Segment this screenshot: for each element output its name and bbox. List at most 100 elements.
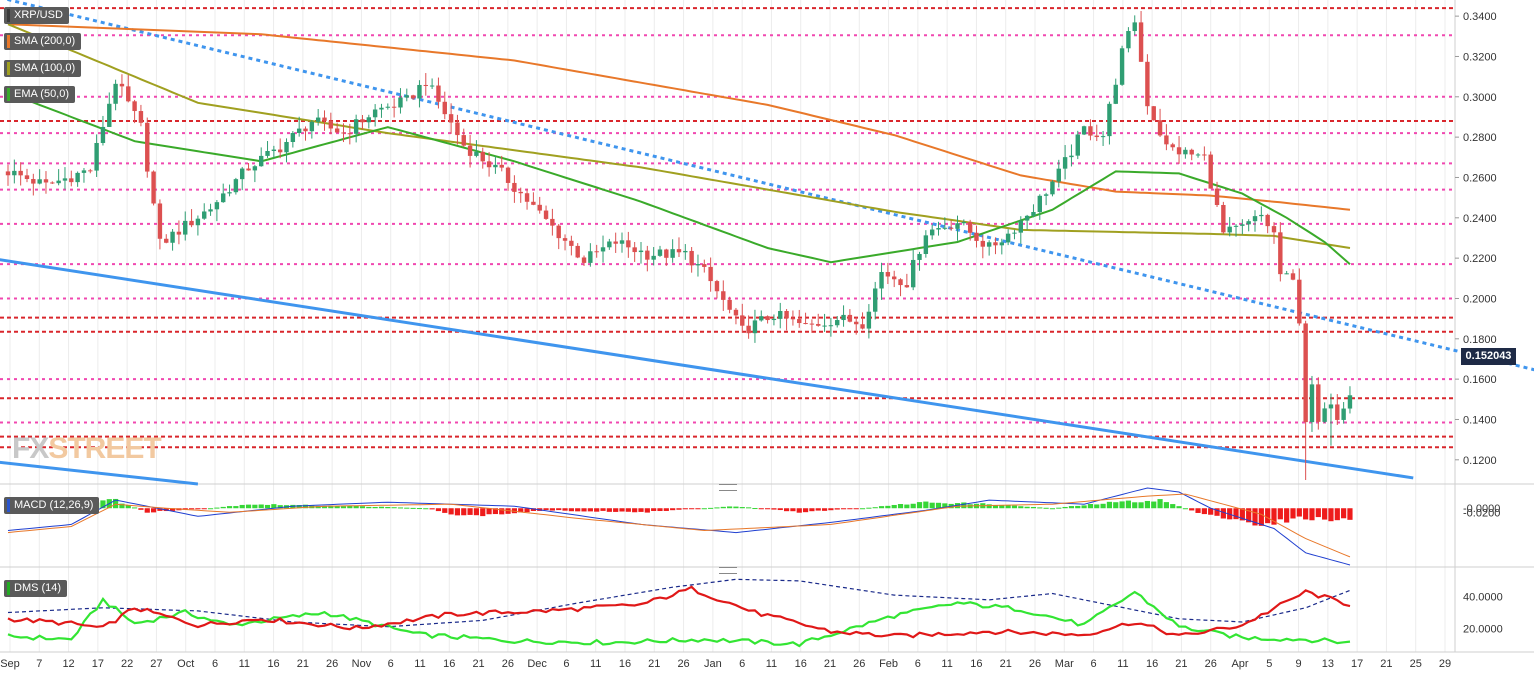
bearish-candle — [442, 101, 447, 115]
macd-histogram-bar-negative — [435, 508, 442, 512]
date-tick-label: 17 — [1351, 658, 1363, 670]
bullish-candle — [866, 311, 872, 329]
macd-histogram-bar-negative — [695, 508, 701, 510]
macd-histogram-bar-negative — [1290, 508, 1296, 519]
bullish-candle — [221, 193, 226, 203]
macd-histogram-bar-negative — [1252, 508, 1258, 526]
macd-histogram-bar-positive — [1094, 504, 1100, 509]
macd-histogram-bar-negative — [188, 508, 195, 510]
price-tick-label: 0.1400 — [1463, 414, 1497, 426]
date-tick-label: 27 — [150, 658, 162, 670]
macd-histogram-bar-negative — [144, 508, 150, 513]
bullish-candle — [100, 126, 106, 143]
bearish-candle — [246, 168, 251, 171]
macd-histogram-bar-positive — [727, 506, 733, 509]
bearish-candle — [69, 178, 74, 183]
macd-histogram-bar-positive — [866, 507, 872, 509]
bearish-candle — [1170, 144, 1175, 148]
bullish-candle — [1069, 155, 1074, 158]
macd-histogram-bar-negative — [809, 508, 815, 512]
macd-legend[interactable]: MACD (12,26,9) — [4, 497, 100, 514]
macd-histogram-bar-negative — [802, 508, 809, 513]
bearish-candle — [993, 242, 998, 246]
bearish-candle — [721, 291, 726, 300]
price-tick-label: 0.2400 — [1463, 213, 1497, 225]
bullish-candle — [1100, 136, 1106, 138]
macd-histogram-bar-positive — [1163, 502, 1169, 509]
ema-50-legend[interactable]: EMA (50,0) — [4, 86, 76, 103]
bearish-candle — [157, 203, 163, 239]
date-tick-label: 21 — [1175, 658, 1187, 670]
bearish-candle — [1088, 126, 1093, 136]
pane-resize-handle-macd[interactable] — [719, 484, 737, 491]
macd-histogram-bar-positive — [910, 503, 916, 509]
bearish-candle — [145, 122, 150, 172]
macd-histogram-bar-negative — [790, 508, 796, 512]
macd-histogram-bar-negative — [594, 508, 600, 512]
bullish-candle — [1183, 149, 1188, 155]
macd-histogram-bar-negative — [150, 508, 157, 513]
bearish-candle — [1208, 154, 1213, 189]
bearish-candle — [676, 249, 682, 253]
date-tick-label: 6 — [915, 658, 921, 670]
date-tick-label: 6 — [563, 658, 569, 670]
bullish-candle — [917, 253, 922, 260]
macd-histogram-bar-positive — [942, 503, 948, 509]
macd-histogram-bar-negative — [1334, 508, 1340, 521]
bullish-candle — [942, 227, 948, 229]
bearish-candle — [1151, 106, 1156, 121]
macd-histogram-bar-positive — [733, 506, 739, 509]
bearish-candle — [733, 309, 739, 316]
fxstreet-watermark: FXSTREET — [12, 432, 162, 465]
macd-histogram-bar-negative — [1220, 508, 1226, 519]
date-tick-label: Nov — [352, 658, 372, 670]
bullish-candle — [202, 211, 207, 219]
bullish-candle — [879, 272, 884, 289]
macd-histogram-bar-positive — [1011, 505, 1018, 509]
bearish-candle — [898, 279, 903, 286]
dms-legend[interactable]: DMS (14) — [4, 580, 68, 597]
macd-histogram-bar-positive — [226, 506, 233, 509]
macd-histogram-bar-positive — [1151, 501, 1157, 509]
macd-histogram-bar-negative — [138, 508, 144, 510]
macd-histogram-bar-negative — [486, 508, 492, 515]
bearish-candle — [797, 319, 802, 324]
macd-histogram-bar-negative — [619, 508, 625, 512]
bearish-candle — [1145, 61, 1150, 107]
bearish-candle — [126, 86, 131, 102]
macd-histogram-bar-positive — [258, 504, 264, 509]
bullish-candle — [227, 192, 232, 194]
bearish-candle — [974, 232, 979, 241]
pane-resize-handle-dms[interactable] — [719, 567, 737, 574]
bullish-candle — [366, 117, 372, 123]
bullish-candle — [271, 149, 277, 152]
bullish-candle — [195, 218, 201, 226]
macd-histogram-bar-positive — [340, 506, 347, 509]
symbol-legend[interactable]: XRP/USD — [4, 7, 69, 24]
sma-100-legend[interactable]: SMA (100,0) — [4, 60, 82, 77]
bullish-candle — [683, 250, 688, 253]
bearish-candle — [594, 251, 599, 253]
macd-histogram-bar-positive — [1113, 502, 1119, 509]
sma-200-legend[interactable]: SMA (200,0) — [4, 33, 82, 50]
macd-histogram-bar-positive — [1081, 505, 1087, 509]
macd-histogram-bar-positive — [245, 504, 252, 509]
candles — [5, 11, 1353, 480]
macd-histogram-bar-positive — [897, 504, 904, 509]
bearish-candle — [277, 149, 283, 153]
macd-histogram-bar-negative — [1322, 508, 1328, 520]
macd-histogram-bar-positive — [1138, 502, 1144, 509]
date-tick-label: 21 — [1380, 658, 1392, 670]
macd-histogram-bar-negative — [1296, 508, 1302, 517]
bullish-candle — [56, 180, 61, 184]
bearish-candle — [499, 164, 504, 168]
macd-histogram-bar-positive — [125, 505, 131, 509]
bullish-candle — [1132, 22, 1137, 32]
bearish-candle — [790, 318, 796, 320]
bullish-candle — [493, 164, 498, 168]
bearish-candle — [575, 245, 580, 258]
macd-histogram-bar-positive — [1049, 508, 1056, 510]
bullish-candle — [1252, 216, 1258, 222]
date-tick-label: 11 — [1117, 658, 1128, 670]
